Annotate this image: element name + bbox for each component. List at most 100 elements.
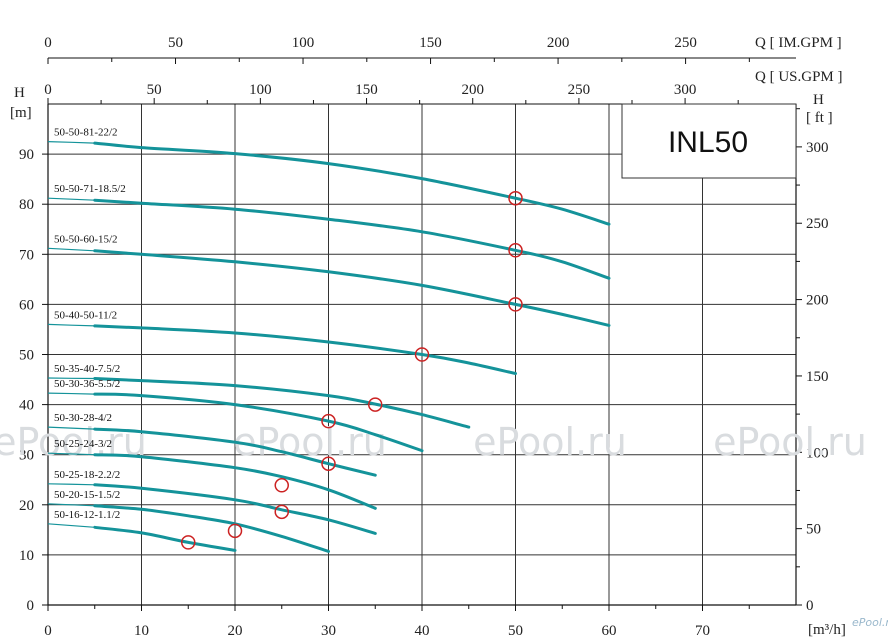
curve-label-4: 50-35-40-7.5/2 <box>54 363 120 375</box>
x-tick-label: 50 <box>508 623 523 638</box>
ft-tick-label: 50 <box>806 522 821 538</box>
curve-6 <box>93 427 377 477</box>
duty-marker-5 <box>321 413 336 429</box>
curve-3 <box>93 324 517 375</box>
us-gpm-tick-label: 50 <box>147 82 162 98</box>
x-tick-label: 40 <box>415 623 430 638</box>
us-gpm-tick-label: 100 <box>249 82 272 98</box>
curve-8 <box>93 483 377 535</box>
ft-tick-label: 150 <box>806 369 829 385</box>
watermarks: ePool.ru ePool.ru ePool.ru ePool.ru <box>0 420 867 464</box>
curve-lead-4 <box>47 377 95 380</box>
axes: 0 10 20 30 40 50 60 70 0 10 20 30 40 50 60 70 80 90 0 50 100… <box>19 35 829 638</box>
ft-tick-label: 100 <box>806 445 829 461</box>
y-tick-label: 10 <box>19 548 34 564</box>
im-gpm-tick-label: 200 <box>547 35 570 51</box>
curves <box>47 141 611 553</box>
curve-1 <box>93 198 611 280</box>
curve-label-1: 50-50-71-18.5/2 <box>54 183 126 195</box>
im-gpm-tick-label: 250 <box>674 35 697 51</box>
curve-label-7: 50-25-24-3/2 <box>54 438 112 450</box>
curve-label-8: 50-25-18-2.2/2 <box>54 469 120 481</box>
curve-lead-2 <box>47 247 95 252</box>
duty-marker-4 <box>368 397 383 412</box>
curve-label-9: 50-20-15-1.5/2 <box>54 489 120 501</box>
curve-label-2: 50-50-60-15/2 <box>54 233 118 245</box>
curve-10 <box>93 525 237 552</box>
duty-marker-3 <box>414 347 430 362</box>
curve-lead-5 <box>47 392 95 395</box>
ft-tick-label: 0 <box>806 598 814 614</box>
y-tick-label: 30 <box>19 448 34 464</box>
axis-title-q-im-gpm: Q [ IM.GPM ] <box>755 35 842 51</box>
duty-marker-8 <box>274 504 289 520</box>
curve-lead-8 <box>47 483 95 486</box>
duty-marker-6 <box>321 456 336 471</box>
duty-marker-0 <box>508 190 523 206</box>
y-tick-label: 70 <box>19 247 34 263</box>
duty-marker-7 <box>274 478 289 493</box>
curve-label-10: 50-16-12-1.1/2 <box>54 509 120 521</box>
axis-title-h-m-unit: [m] <box>10 105 32 121</box>
y-tick-label: 80 <box>19 197 34 213</box>
duty-marker-9 <box>227 523 243 539</box>
watermark-text: ePool.ru <box>233 420 387 464</box>
logo: ePool.ru <box>852 616 888 629</box>
grid <box>48 104 796 605</box>
duty-marker-10 <box>181 535 196 550</box>
us-gpm-tick-label: 200 <box>461 82 484 98</box>
curve-label-5: 50-30-36-5.5/2 <box>54 378 120 390</box>
im-gpm-tick-label: 100 <box>292 35 315 51</box>
y-tick-label: 40 <box>19 398 34 414</box>
im-gpm-tick-label: 0 <box>44 35 52 51</box>
curve-4 <box>93 377 471 429</box>
axis-title-q-m3h: [m³/h] <box>808 622 846 638</box>
duty-point-markers <box>181 190 523 550</box>
curve-5 <box>93 392 424 453</box>
ft-tick-label: 300 <box>806 140 829 156</box>
y-tick-label: 90 <box>19 147 34 163</box>
model-box <box>621 103 797 179</box>
curve-lead-10 <box>47 523 95 528</box>
curve-lead-6 <box>47 426 95 430</box>
us-gpm-tick-label: 250 <box>568 82 591 98</box>
y-tick-label: 60 <box>19 297 34 313</box>
curve-lead-9 <box>47 503 95 507</box>
axis-title-h-ft-letter: H <box>813 92 824 108</box>
ft-tick-label: 250 <box>806 216 829 232</box>
watermark-text: ePool.ru <box>473 420 627 464</box>
curve-label-3: 50-40-50-11/2 <box>54 309 117 321</box>
model-label: INL50 <box>668 126 748 159</box>
x-tick-label: 70 <box>695 623 710 638</box>
curve-0 <box>93 141 611 226</box>
im-gpm-tick-label: 150 <box>419 35 442 51</box>
axis-title-q-us-gpm: Q [ US.GPM ] <box>755 69 843 85</box>
duty-marker-2 <box>508 297 523 312</box>
us-gpm-tick-label: 150 <box>355 82 378 98</box>
us-gpm-tick-label: 0 <box>44 82 52 98</box>
x-tick-label: 0 <box>44 623 52 638</box>
curve-lead-0 <box>47 141 95 144</box>
axis-title-h-m-letter: H <box>14 85 25 101</box>
curve-lead-1 <box>47 197 95 201</box>
curve-9 <box>93 504 330 553</box>
ft-tick-label: 200 <box>806 293 829 309</box>
x-tick-label: 20 <box>228 623 243 638</box>
curve-labels: 50-50-81-22/2 50-50-71-18.5/2 50-50-60-15/… <box>54 127 126 521</box>
curve-lead-7 <box>47 452 95 456</box>
curve-label-0: 50-50-81-22/2 <box>54 127 118 139</box>
us-gpm-tick-label: 300 <box>674 82 697 98</box>
curve-lead-3 <box>47 323 95 327</box>
watermark-text: ePool.ru <box>713 420 867 464</box>
y-tick-label: 50 <box>19 348 34 364</box>
im-gpm-tick-label: 50 <box>168 35 183 51</box>
y-tick-label: 20 <box>19 498 34 514</box>
x-tick-label: 60 <box>602 623 617 638</box>
duty-marker-1 <box>508 243 523 258</box>
curve-2 <box>93 249 611 327</box>
x-tick-label: 30 <box>321 623 336 638</box>
axis-title-h-ft-unit: [ ft ] <box>806 110 833 126</box>
x-tick-label: 10 <box>134 623 149 638</box>
curve-label-6: 50-30-28-4/2 <box>54 412 112 424</box>
y-tick-label: 0 <box>27 598 35 614</box>
